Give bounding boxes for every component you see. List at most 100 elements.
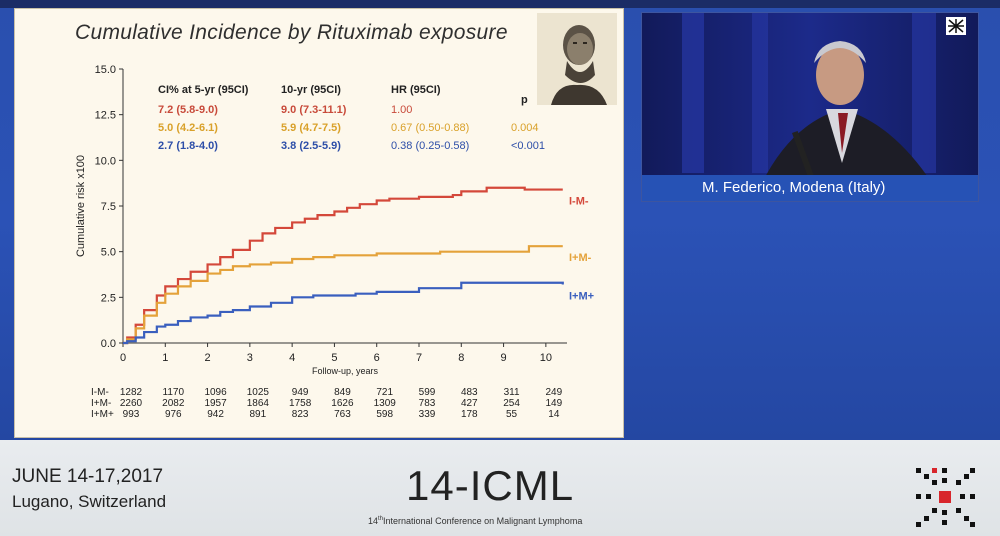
table-cell-ci10: 5.9 (4.7-7.5) (281, 122, 341, 134)
subtitle-text: International Conference on Malignant Ly… (383, 516, 583, 526)
at-risk-value: 483 (461, 387, 478, 398)
subtitle-number: 14 (368, 516, 379, 526)
at-risk-value: 1170 (163, 387, 185, 398)
at-risk-value: 149 (546, 398, 563, 409)
table-header: HR (95CI) (391, 84, 441, 96)
at-risk-value: 427 (461, 398, 478, 409)
table-cell-p: 0.004 (511, 122, 539, 134)
cumulative-incidence-chart: 0.0 2.5 5.0 7.5 10.0 12.5 15.0 0 1 2 3 4 5 6 7 8 9 10 Foll… (75, 64, 594, 420)
y-axis-title: Cumulative risk x100 (75, 155, 87, 257)
table-header: CI% at 5-yr (95CI) (158, 84, 249, 96)
x-tick-label: 2 (205, 352, 211, 364)
series-line-I+M- (123, 245, 563, 345)
x-tick-label: 9 (501, 352, 507, 364)
at-risk-label: I-M- (91, 387, 109, 398)
table-cell-p: <0.001 (511, 140, 545, 152)
at-risk-value: 1282 (120, 387, 143, 398)
at-risk-value: 783 (419, 398, 436, 409)
at-risk-value: 949 (292, 387, 309, 398)
x-tick-label: 7 (416, 352, 422, 364)
table-header: p (521, 94, 528, 106)
table-cell-ci5: 2.7 (1.8-4.0) (158, 140, 218, 152)
at-risk-value: 891 (250, 409, 267, 420)
at-risk-value: 849 (334, 387, 351, 398)
estimates-table: CI% at 5-yr (95CI) 10-yr (95CI) HR (95CI) p… (158, 84, 545, 152)
series-line-I-M- (123, 186, 563, 345)
slide-title: Cumulative Incidence by Rituximab exposu… (75, 21, 508, 44)
at-risk-value: 763 (334, 409, 351, 420)
at-risk-value: 1758 (289, 398, 312, 409)
y-tick-label: 15.0 (95, 64, 116, 76)
y-tick-label: 2.5 (101, 292, 116, 304)
at-risk-value: 976 (165, 409, 182, 420)
speaker-video-panel: M. Federico, Modena (Italy) (641, 12, 979, 202)
at-risk-value: 249 (546, 387, 563, 398)
at-risk-value: 599 (419, 387, 436, 398)
x-tick-label: 6 (374, 352, 380, 364)
x-tick-label: 0 (120, 352, 126, 364)
table-cell-hr: 0.38 (0.25-0.58) (391, 140, 469, 152)
series-line-I+M+ (123, 281, 564, 345)
x-tick-label: 1 (162, 352, 168, 364)
x-tick-label: 3 (247, 352, 253, 364)
conference-location: Lugano, Switzerland (12, 492, 167, 511)
at-risk-value: 2260 (120, 398, 143, 409)
table-cell-hr: 1.00 (391, 104, 412, 116)
table-cell-ci10: 9.0 (7.3-11.1) (281, 104, 347, 116)
y-tick-label: 12.5 (95, 110, 116, 122)
conference-date: JUNE 14-17,2017 (12, 466, 164, 487)
projection-screen: Cumulative Incidence by Rituximab exposu… (0, 0, 1000, 440)
at-risk-value: 721 (376, 387, 393, 398)
y-tick-label: 5.0 (101, 247, 116, 259)
conference-footer: JUNE 14-17,2017 Lugano, Switzerland 14-I… (0, 440, 1000, 536)
y-tick-label: 0.0 (101, 338, 116, 350)
at-risk-value: 598 (376, 409, 393, 420)
conference-subtitle: 14thInternational Conference on Malignan… (368, 516, 582, 526)
at-risk-label: I+M+ (91, 409, 114, 420)
series-label-I-M-: I-M- (569, 196, 589, 208)
y-tick-label: 10.0 (95, 155, 116, 167)
at-risk-value: 1025 (247, 387, 270, 398)
icml-logo-icon (946, 17, 966, 35)
at-risk-value: 254 (503, 398, 520, 409)
conference-name: 14-ICML (406, 462, 575, 509)
screen-top-edge (0, 0, 1000, 8)
chart-series (123, 186, 564, 345)
table-header: 10-yr (95CI) (281, 84, 341, 96)
series-label-I+M+: I+M+ (569, 291, 594, 303)
at-risk-table: I-M- 1282 1170 1096 1025 949 849 721 599 483 311 24… (91, 387, 563, 420)
y-tick-label: 7.5 (101, 201, 116, 213)
table-cell-hr: 0.67 (0.50-0.88) (391, 122, 469, 134)
at-risk-value: 942 (207, 409, 224, 420)
at-risk-value: 1957 (204, 398, 227, 409)
at-risk-value: 14 (548, 409, 560, 420)
at-risk-value: 1309 (374, 398, 397, 409)
at-risk-label: I+M- (91, 398, 111, 409)
at-risk-value: 1096 (204, 387, 227, 398)
at-risk-value: 1626 (331, 398, 354, 409)
at-risk-value: 823 (292, 409, 309, 420)
icml-logo-icon (916, 468, 975, 527)
speaker-caption: M. Federico, Modena (Italy) (642, 175, 978, 201)
at-risk-value: 178 (461, 409, 478, 420)
at-risk-value: 2082 (162, 398, 185, 409)
table-cell-ci5: 7.2 (5.8-9.0) (158, 104, 218, 116)
at-risk-value: 993 (123, 409, 140, 420)
series-label-I+M-: I+M- (569, 252, 592, 264)
series-labels: I-M- I+M- I+M+ (569, 196, 594, 303)
x-tick-label: 10 (540, 352, 552, 364)
speaker-video-image (642, 13, 978, 201)
x-tick-label: 4 (289, 352, 295, 364)
x-tick-label: 5 (331, 352, 337, 364)
slide: Cumulative Incidence by Rituximab exposu… (14, 8, 624, 438)
table-cell-ci10: 3.8 (2.5-5.9) (281, 140, 341, 152)
x-axis-title: Follow-up, years (312, 366, 379, 376)
at-risk-value: 1864 (247, 398, 270, 409)
x-tick-label: 8 (458, 352, 464, 364)
chart-axes: 0.0 2.5 5.0 7.5 10.0 12.5 15.0 0 1 2 3 4 5 6 7 8 9 10 Foll… (75, 64, 567, 376)
at-risk-value: 55 (506, 409, 518, 420)
table-cell-ci5: 5.0 (4.2-6.1) (158, 122, 218, 134)
at-risk-value: 339 (419, 409, 436, 420)
aristotle-bust-image (537, 13, 617, 105)
subtitle-ordinal: th (378, 516, 384, 522)
